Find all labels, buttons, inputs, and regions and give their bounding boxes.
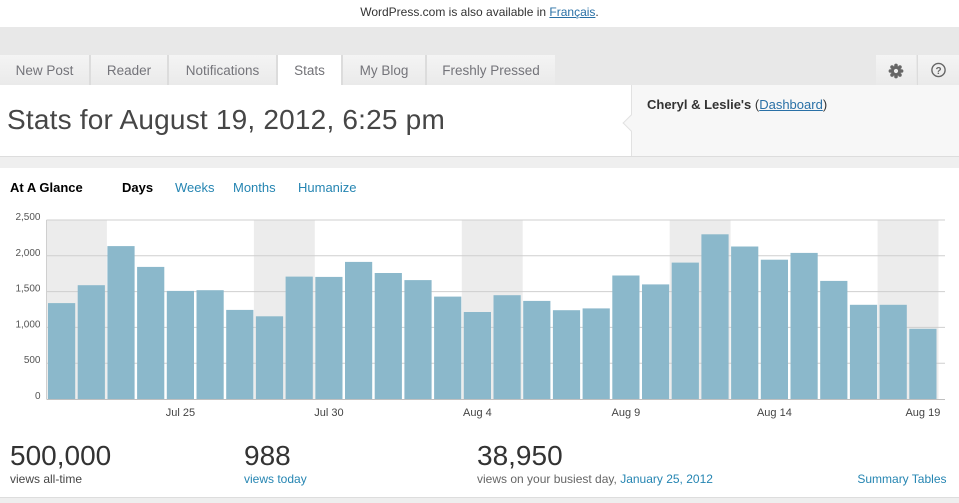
svg-text:1,500: 1,500	[15, 284, 40, 295]
svg-text:Jul 25: Jul 25	[166, 407, 195, 419]
svg-text:2,500: 2,500	[15, 212, 40, 223]
svg-text:500: 500	[24, 355, 41, 366]
svg-text:Aug 19: Aug 19	[905, 407, 940, 419]
svg-text:1,000: 1,000	[15, 319, 40, 330]
svg-text:Aug 14: Aug 14	[757, 407, 792, 419]
svg-text:2,000: 2,000	[15, 248, 40, 259]
svg-text:Aug 4: Aug 4	[463, 407, 492, 419]
svg-text:Jul 30: Jul 30	[314, 407, 343, 419]
svg-text:0: 0	[35, 391, 41, 402]
svg-text:Aug 9: Aug 9	[612, 407, 641, 419]
svg-text:?: ?	[935, 66, 941, 77]
